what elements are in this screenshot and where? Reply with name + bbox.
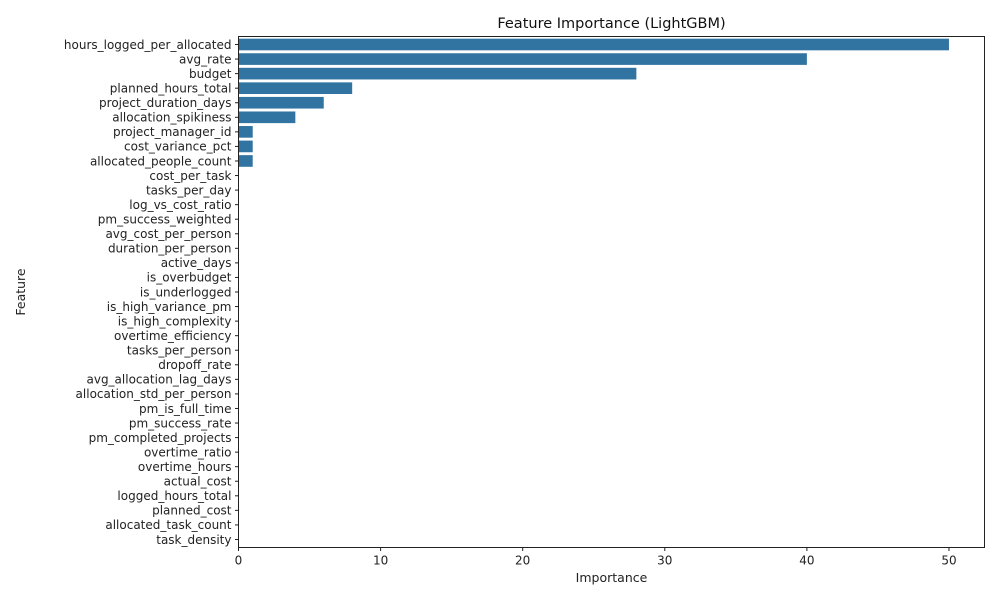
x-tick-label: 0 xyxy=(235,554,243,568)
bar-budget xyxy=(238,67,637,80)
x-tick-label: 10 xyxy=(373,554,388,568)
bar-hours-logged-per-allocated xyxy=(238,38,949,51)
bar-planned-hours-total xyxy=(238,82,353,95)
y-tick-label: duration_per_person xyxy=(108,242,232,256)
y-tick-label: task_density xyxy=(156,533,231,547)
y-tick-label: allocated_task_count xyxy=(105,518,231,532)
y-tick-label: dropoff_rate xyxy=(158,358,231,372)
x-axis-title: Importance xyxy=(576,570,648,585)
bar-project-duration-days xyxy=(238,96,324,109)
y-tick-label: pm_success_rate xyxy=(129,416,232,430)
chart-title: Feature Importance (LightGBM) xyxy=(497,16,725,32)
y-tick-label: allocation_std_per_person xyxy=(76,387,232,401)
y-tick-label: allocated_people_count xyxy=(90,154,232,168)
y-tick-label: project_duration_days xyxy=(99,96,231,110)
y-tick-label: logged_hours_total xyxy=(117,489,231,503)
bar-project-manager-id xyxy=(238,126,253,138)
y-tick-label: log_vs_cost_ratio xyxy=(129,198,231,212)
y-tick-label: hours_logged_per_allocated xyxy=(64,38,232,52)
x-tick-label: 20 xyxy=(515,554,530,568)
bars-group xyxy=(238,38,949,167)
y-tick-labels: hours_logged_per_allocatedavg_ratebudget… xyxy=(64,38,239,547)
y-tick-label: planned_cost xyxy=(152,504,232,518)
y-tick-label: overtime_hours xyxy=(138,460,232,474)
y-tick-label: allocation_spikiness xyxy=(112,111,231,125)
y-tick-label: actual_cost xyxy=(164,475,232,489)
bar-cost-variance-pct xyxy=(238,140,253,153)
bar-allocated-people-count xyxy=(238,155,253,167)
y-tick-label: cost_per_task xyxy=(149,169,231,183)
y-tick-label: pm_success_weighted xyxy=(98,213,232,227)
y-tick-label: budget xyxy=(189,67,232,81)
y-tick-label: active_days xyxy=(161,256,232,270)
y-tick-label: pm_is_full_time xyxy=(139,402,232,416)
y-tick-label: planned_hours_total xyxy=(110,81,232,95)
y-tick-label: avg_rate xyxy=(179,52,231,66)
plot-frame xyxy=(238,36,985,548)
bar-avg-rate xyxy=(238,53,807,65)
y-tick-label: is_underlogged xyxy=(140,285,232,299)
y-tick-label: project_manager_id xyxy=(113,125,232,139)
bar-allocation-spikiness xyxy=(238,111,296,124)
y-tick-label: cost_variance_pct xyxy=(124,140,232,154)
y-tick-label: avg_cost_per_person xyxy=(105,227,231,241)
y-tick-label: is_high_complexity xyxy=(118,314,232,328)
y-tick-label: avg_allocation_lag_days xyxy=(86,373,231,387)
y-tick-label: overtime_efficiency xyxy=(114,329,231,343)
y-tick-label: is_high_variance_pm xyxy=(107,300,232,314)
y-tick-label: pm_completed_projects xyxy=(89,431,232,445)
y-tick-label: tasks_per_day xyxy=(146,183,232,197)
y-tick-label: is_overbudget xyxy=(147,271,232,285)
x-ticks: 0 10 20 30 40 50 xyxy=(235,547,957,568)
y-tick-label: tasks_per_person xyxy=(127,344,232,358)
y-axis-title: Feature xyxy=(13,268,28,316)
y-tick-label: overtime_ratio xyxy=(144,445,232,459)
x-tick-label: 30 xyxy=(657,554,672,568)
x-tick-label: 40 xyxy=(799,554,814,568)
x-tick-label: 50 xyxy=(941,554,956,568)
